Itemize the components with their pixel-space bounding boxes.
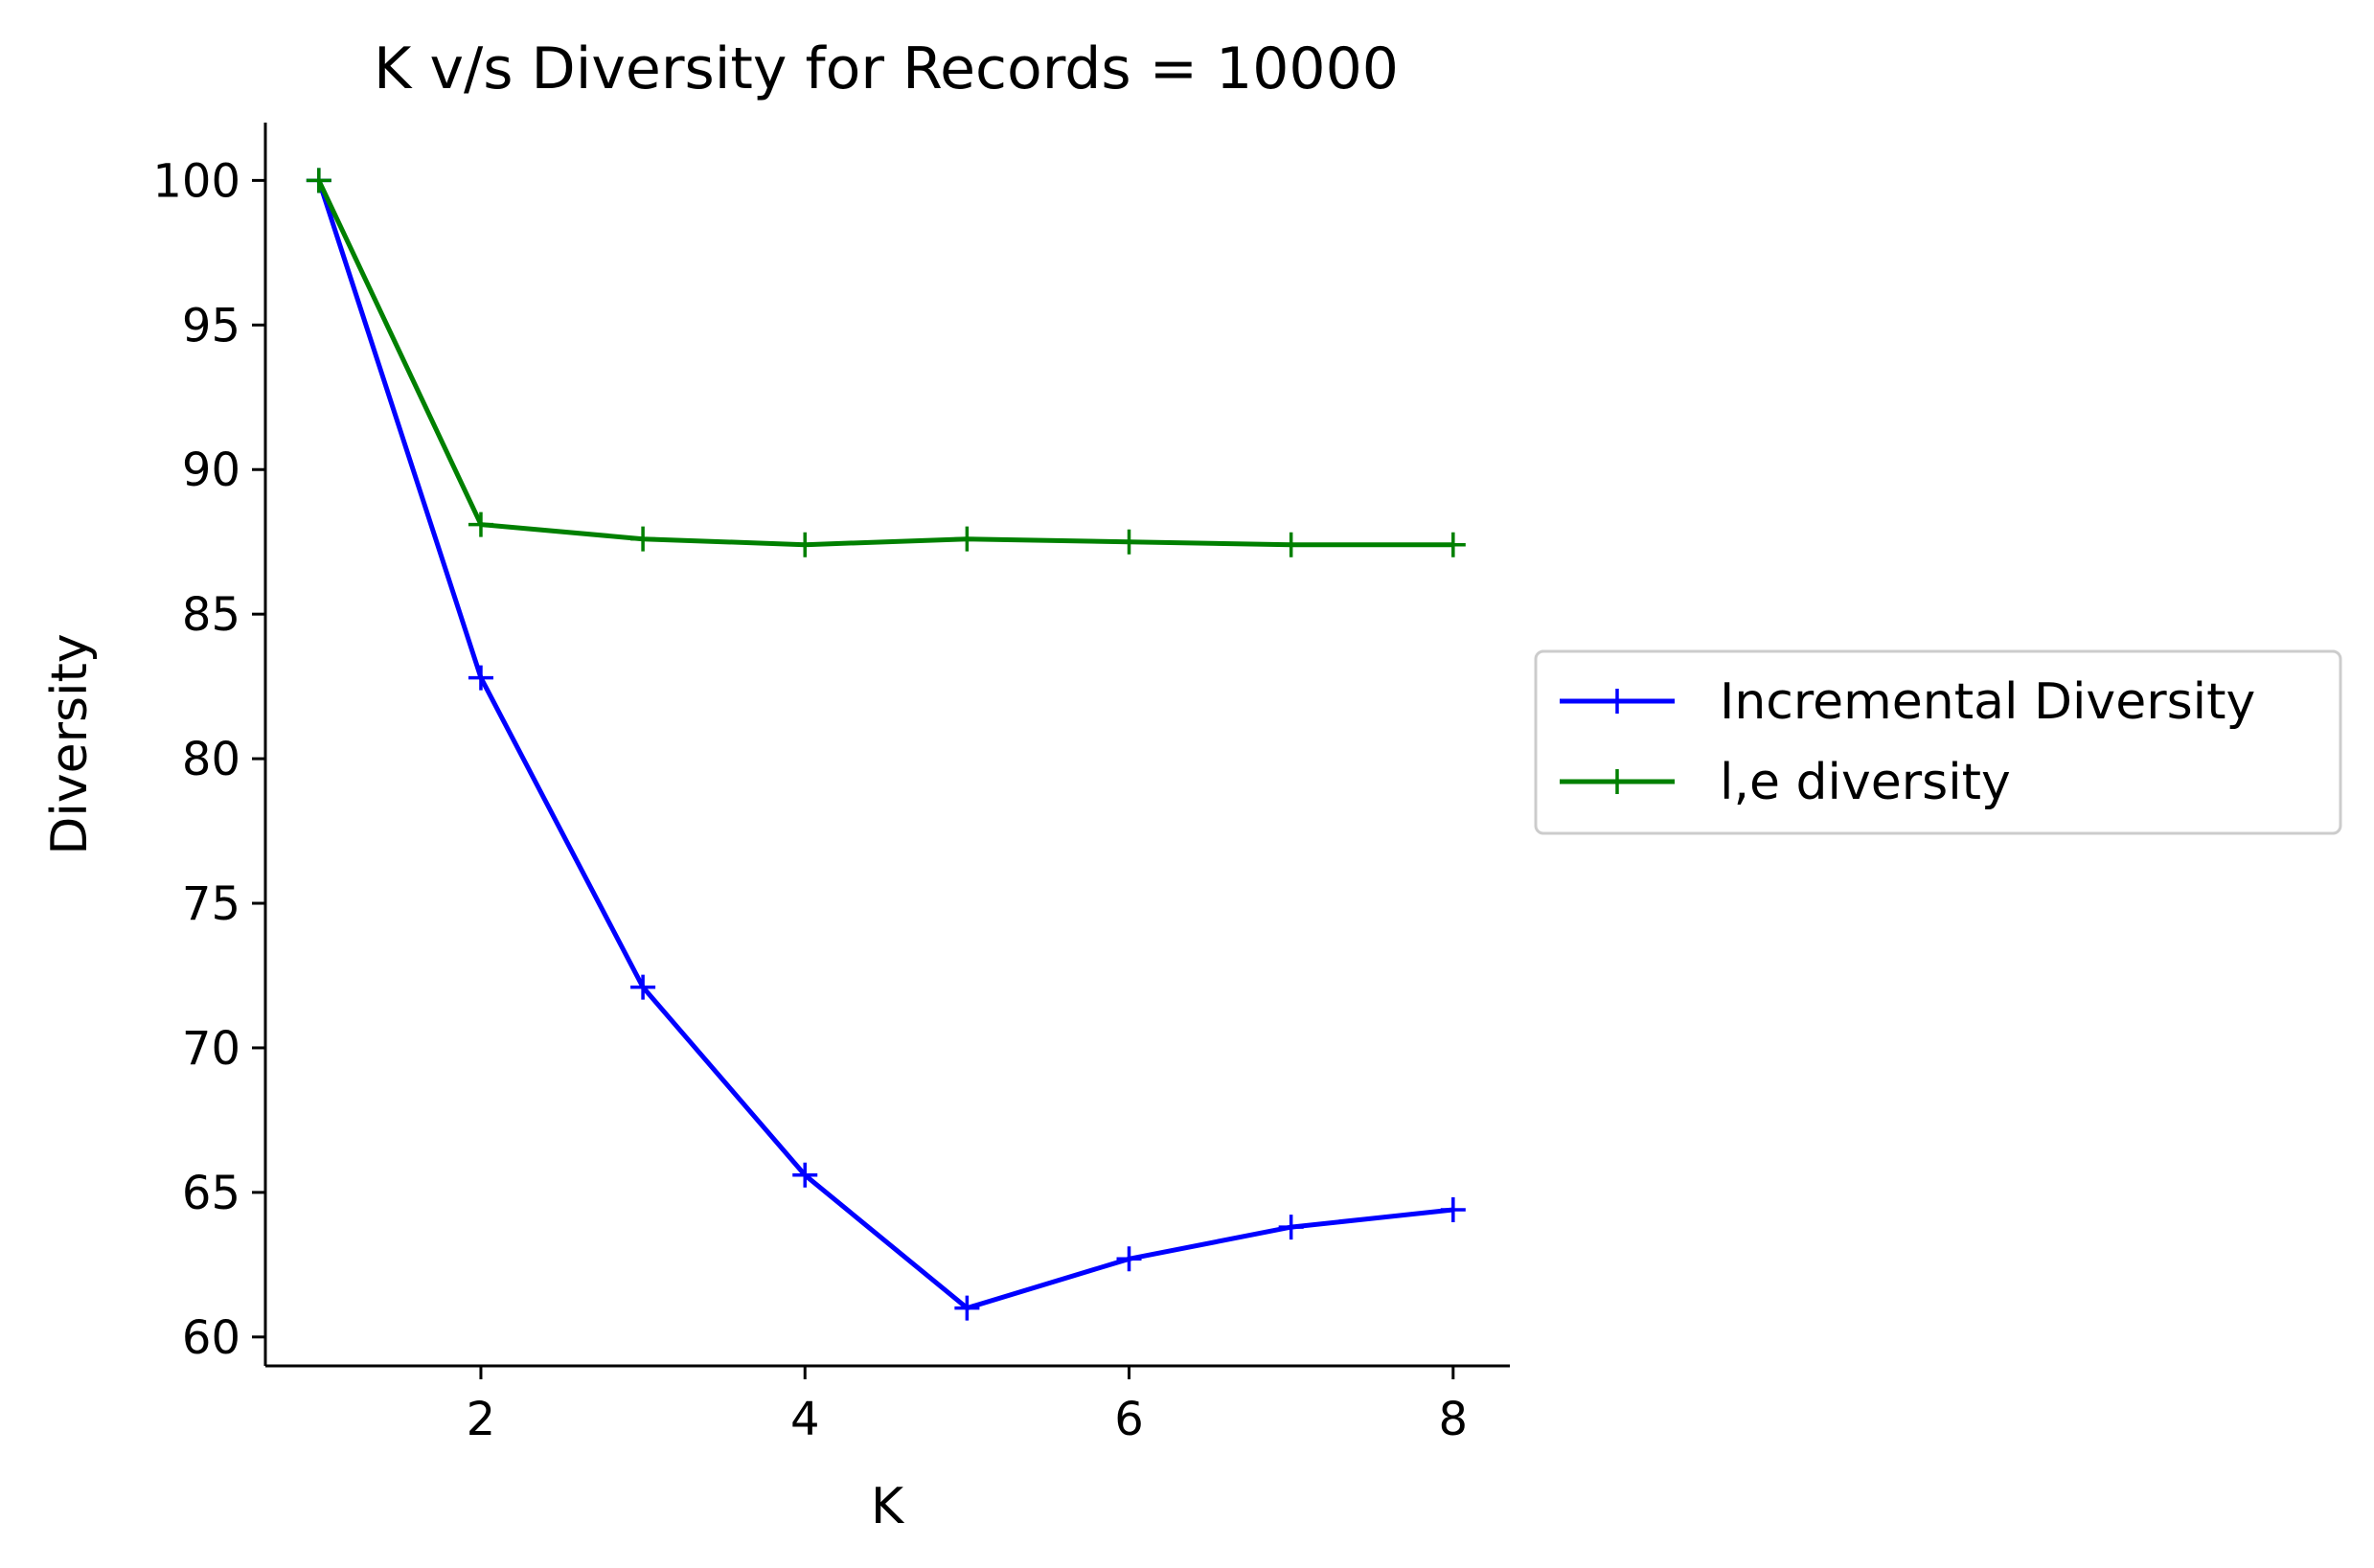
data-point	[1440, 1197, 1466, 1222]
y-tick-label: 95	[182, 299, 240, 352]
x-ticks: 2 4 6 8	[467, 1366, 1468, 1446]
y-tick-label: 85	[182, 588, 240, 642]
legend: Incremental Diversity l,e diversity	[1534, 649, 2342, 835]
series-0	[306, 168, 1466, 1321]
legend-label: l,e diversity	[1720, 754, 2011, 811]
legend-swatch-marker	[1605, 769, 1630, 794]
y-axis-label: Diversity	[41, 633, 99, 854]
data-point	[1116, 1246, 1142, 1272]
chart-title: K v/s Diversity for Records = 10000	[374, 35, 1399, 102]
legend-frame	[1534, 649, 2342, 835]
x-tick-label: 4	[790, 1393, 820, 1446]
series-1	[306, 168, 1466, 557]
x-tick-label: 8	[1439, 1393, 1469, 1446]
x-tick-label: 6	[1114, 1393, 1144, 1446]
data-point	[630, 526, 656, 552]
y-tick-label: 75	[182, 877, 240, 931]
x-tick-label: 2	[467, 1393, 496, 1446]
data-point	[792, 532, 818, 557]
y-tick-label: 65	[182, 1167, 240, 1220]
data-point	[468, 511, 493, 537]
legend-entry: l,e diversity	[1560, 754, 2011, 811]
y-tick-label: 80	[182, 733, 240, 786]
y-tick-label: 60	[182, 1311, 240, 1365]
legend-entry: Incremental Diversity	[1560, 673, 2255, 731]
data-point	[468, 665, 493, 691]
data-point	[954, 526, 980, 552]
y-tick-label: 70	[182, 1022, 240, 1076]
series-line	[316, 179, 1453, 548]
data-point	[1278, 1215, 1304, 1240]
series-line	[316, 179, 1454, 1311]
data-point	[306, 168, 331, 193]
y-tick-label: 100	[152, 154, 240, 208]
y-tick-label: 90	[182, 443, 240, 497]
x-axis-label: K	[871, 1478, 905, 1535]
legend-label: Incremental Diversity	[1720, 673, 2255, 731]
legend-swatch-marker	[1605, 689, 1630, 714]
plot-series	[306, 168, 1466, 1321]
data-point	[792, 1162, 818, 1188]
data-point	[954, 1295, 980, 1321]
data-point	[630, 974, 656, 1000]
axes	[263, 123, 1510, 1368]
data-point	[1278, 532, 1304, 557]
data-point	[1116, 529, 1142, 555]
y-ticks: 60 65 70 75 80 85 90 95 100	[152, 154, 265, 1365]
legend-entries: Incremental Diversity l,e diversity	[1560, 673, 2255, 811]
data-point	[1440, 532, 1466, 557]
